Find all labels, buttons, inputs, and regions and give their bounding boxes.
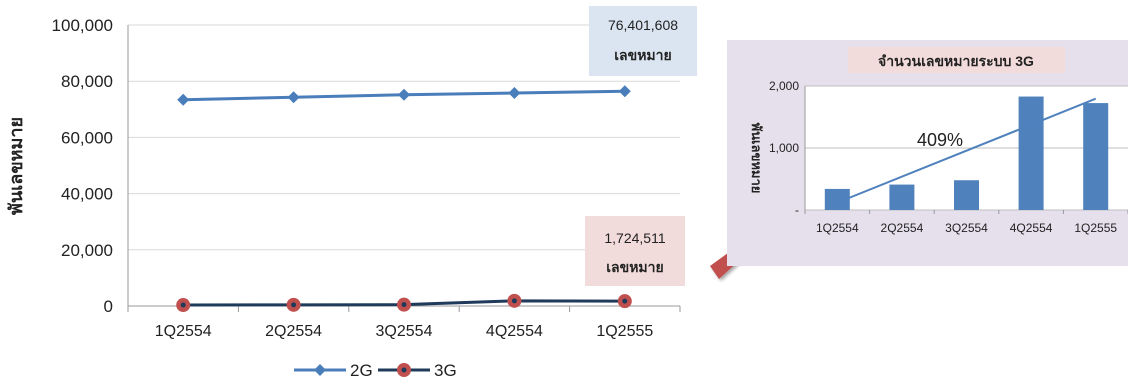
- main-y-tick-labels: 0 20,000 40,000 60,000 80,000 100,000: [52, 16, 113, 316]
- series-3g-point-dot: [180, 302, 186, 308]
- inset-x-tick-label: 1Q2554: [816, 221, 859, 235]
- main-x-tick-labels: 1Q2554 2Q2554 3Q2554 4Q2554 1Q2555: [155, 323, 654, 340]
- inset-trendline: [836, 97, 1097, 204]
- inset-x-tick-label: 1Q2555: [1074, 221, 1117, 235]
- main-y-tick-label: 40,000: [61, 185, 113, 204]
- main-y-tick-label: 80,000: [61, 72, 113, 91]
- main-x-tick-label: 1Q2554: [155, 323, 212, 340]
- inset-gridlines: [804, 85, 1128, 214]
- legend-2g-marker: [314, 364, 326, 376]
- series-2g-point: [177, 93, 190, 106]
- series-3g-point-dot: [291, 302, 297, 308]
- callout-3g-box: [585, 216, 685, 286]
- inset-x-tick-label: 3Q2554: [945, 221, 988, 235]
- callout-3g-value: 1,724,511: [604, 230, 665, 246]
- series-2g-point: [287, 91, 300, 104]
- main-x-tick-label: 3Q2554: [376, 323, 433, 340]
- inset-x-tick-labels: 1Q2554 2Q2554 3Q2554 4Q2554 1Q2555: [816, 221, 1117, 235]
- series-3g-point-dot: [401, 302, 407, 308]
- inset-x-tick-label: 2Q2554: [881, 221, 924, 235]
- inset-title-box: [848, 47, 1065, 73]
- inset-bar: [954, 180, 979, 210]
- main-y-axis-label: พันเลขหมาย: [6, 117, 26, 215]
- legend-2g-label: 2G: [350, 361, 373, 380]
- series-2g-point: [618, 85, 631, 98]
- inset-y-tick-labels: - 1,000 2,000: [769, 79, 799, 217]
- inset-annotation: 409%: [917, 130, 963, 150]
- inset-bars: [824, 96, 1109, 210]
- series-2g-point: [398, 88, 410, 101]
- inset-y-tick-label: 1,000: [769, 141, 799, 155]
- inset-bar: [889, 184, 915, 210]
- main-x-tick-label: 1Q2555: [596, 323, 653, 340]
- inset-y-axis-label: พันเลขหมาย: [749, 123, 764, 194]
- callout-2g: 76,401,608 เลขหมาย: [589, 6, 697, 76]
- inset-bar-chart: จำนวนเลขหมายระบบ 3G - 1,000 2,000 1Q2554 2Q…: [727, 40, 1128, 266]
- callout-3g-unit: เลขหมาย: [606, 259, 663, 275]
- main-series: [176, 85, 632, 313]
- legend-3g-marker-dot: [401, 367, 407, 373]
- main-y-tick-label: 20,000: [61, 241, 113, 260]
- inset-y-tick-label: -: [795, 203, 799, 217]
- main-x-tick-label: 2Q2554: [265, 323, 322, 340]
- callout-3g: 1,724,511 เลขหมาย: [585, 216, 685, 286]
- inset-y-tick-label: 2,000: [769, 79, 799, 93]
- inset-bar: [824, 188, 850, 210]
- legend: 2G 3G: [294, 361, 457, 380]
- series-3g-point-dot: [511, 298, 517, 304]
- main-y-tick-label: 0: [104, 297, 113, 316]
- inset-x-tick-label: 4Q2554: [1010, 221, 1053, 235]
- series-3g-point-dot: [622, 298, 628, 304]
- callout-2g-unit: เลขหมาย: [614, 47, 671, 63]
- main-y-tick-label: 100,000: [52, 16, 113, 35]
- legend-3g-label: 3G: [434, 361, 457, 380]
- main-line-chart: 0 20,000 40,000 60,000 80,000 100,000 1Q2554 2…: [6, 6, 697, 380]
- callout-2g-box: [589, 6, 697, 76]
- main-x-tick-label: 4Q2554: [486, 323, 543, 340]
- main-y-tick-label: 60,000: [61, 128, 113, 147]
- inset-bar: [1018, 96, 1044, 210]
- inset-bar: [1083, 103, 1109, 210]
- callout-2g-value: 76,401,608: [608, 17, 678, 33]
- series-2g-point: [508, 87, 521, 100]
- inset-title: จำนวนเลขหมายระบบ 3G: [878, 53, 1034, 69]
